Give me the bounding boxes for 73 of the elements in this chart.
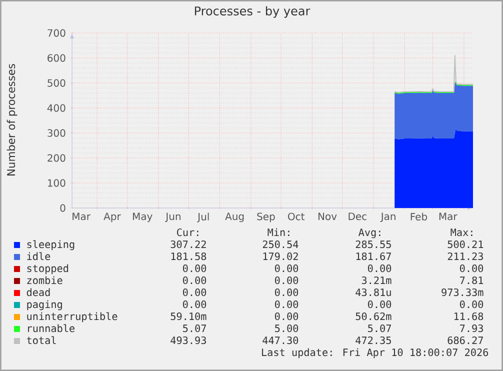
- legend-label: runnable: [28, 324, 74, 332]
- x-tick-label: Oct: [288, 212, 305, 220]
- legend-label: zombie: [27, 276, 62, 284]
- text: 211.23: [448, 252, 483, 260]
- legend-label: dead: [26, 288, 50, 296]
- y-tick-label: 200: [48, 154, 66, 162]
- text: 0.00: [274, 276, 298, 284]
- y-tick-label: 700: [48, 29, 66, 37]
- text: 5.07: [183, 324, 206, 332]
- text: 0.00: [368, 300, 392, 308]
- text: 307.22: [170, 240, 206, 248]
- text: 0.00: [182, 264, 206, 272]
- y-axis-title: Number of processes: [6, 64, 18, 176]
- text: 3.21m: [362, 276, 392, 284]
- legend-label: total: [26, 336, 56, 344]
- x-tick-label: Nov: [318, 212, 337, 220]
- y-tick-label: 300: [48, 129, 66, 137]
- text: 43.81u: [356, 288, 391, 296]
- x-tick-label: Mar: [439, 212, 458, 220]
- x-tick-label: Feb: [410, 212, 428, 220]
- text: 0.00: [460, 264, 484, 272]
- text: 181.67: [356, 252, 391, 260]
- x-tick-label: Mar: [72, 212, 90, 220]
- legend-label: sleeping: [27, 240, 74, 250]
- legend-label: idle: [27, 252, 50, 260]
- text: 472.35: [356, 336, 391, 344]
- y-tick-label: 500: [48, 79, 66, 87]
- legend-label: stopped: [27, 264, 68, 274]
- text: 0.00: [182, 300, 206, 308]
- text: 59.10m: [170, 312, 206, 320]
- y-tick-label: 0: [60, 204, 66, 212]
- text: 50.62m: [356, 312, 392, 320]
- legend-label: uninterruptible: [27, 312, 118, 322]
- text: 0.00: [274, 264, 298, 272]
- legend-label: paging: [27, 300, 62, 310]
- text: 0.00: [274, 312, 298, 320]
- text: 5.00: [275, 324, 298, 332]
- y-tick-label: 100: [48, 179, 66, 187]
- text: 447.30: [262, 336, 298, 344]
- text: 0.00: [368, 264, 392, 272]
- text: 973.33m: [442, 288, 484, 296]
- x-tick-label: Sep: [257, 212, 275, 222]
- text: 0.00: [274, 288, 298, 296]
- text: 7.81: [460, 276, 484, 284]
- text: 7.93: [460, 324, 483, 332]
- x-tick-label: Jun: [165, 212, 180, 222]
- y-tick-label: 600: [48, 54, 66, 62]
- x-tick-label: Aug: [225, 212, 244, 222]
- text: 0.00: [460, 300, 484, 308]
- text: 493.93: [170, 336, 206, 344]
- text: 0.00: [274, 300, 298, 308]
- text: 285.55: [356, 240, 391, 248]
- text: Last update: Fri Apr 10 18:00:07 2026: [262, 348, 488, 358]
- x-tick-label: Dec: [348, 212, 366, 220]
- text: 5.07: [368, 324, 391, 332]
- text: Min:: [268, 228, 290, 236]
- text: 11.68: [454, 312, 484, 320]
- chart-title: Processes - by year: [194, 6, 310, 18]
- text: 250.54: [262, 240, 298, 248]
- text: 0.00: [182, 288, 206, 296]
- text: 181.58: [171, 252, 206, 260]
- text: Avg:: [358, 228, 380, 238]
- x-tick-label: May: [133, 212, 152, 222]
- x-tick-label: Jul: [197, 212, 209, 222]
- x-tick-label: Apr: [104, 212, 121, 222]
- text: 686.27: [448, 336, 483, 344]
- text: Max:: [450, 228, 472, 236]
- x-tick-label: Jan: [380, 212, 396, 222]
- text: 179.02: [263, 252, 298, 260]
- text: 500.21: [448, 240, 484, 248]
- text: 0.00: [182, 276, 206, 284]
- y-tick-label: 400: [47, 104, 66, 112]
- text: Cur:: [177, 228, 198, 236]
